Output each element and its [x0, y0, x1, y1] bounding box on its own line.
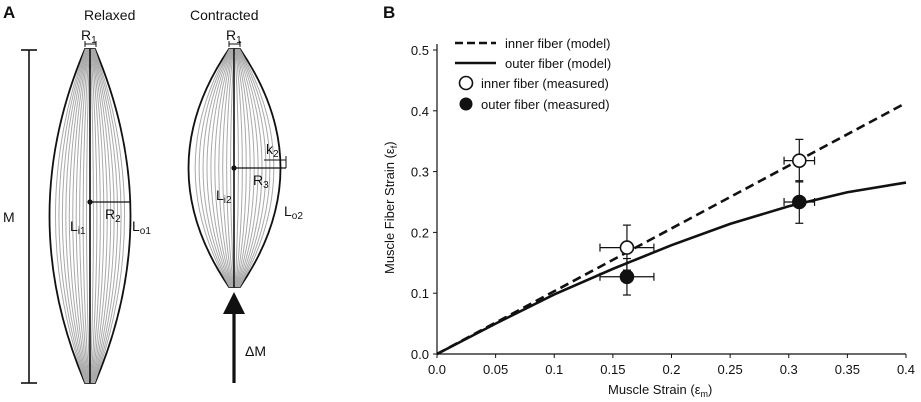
y-ticks: 0.0 0.1 0.2 0.3 0.4 0.5 [411, 43, 437, 362]
delta-m-label: ΔM [245, 343, 266, 359]
muscle-fiber [226, 48, 234, 288]
contracted-lo-label: Lo2 [284, 203, 303, 222]
x-tick-label: 0.35 [835, 362, 860, 377]
muscle-fiber [89, 48, 94, 384]
y-tick-label: 0.1 [411, 286, 429, 301]
muscle-fiber [93, 48, 122, 384]
muscle-fiber [90, 48, 101, 384]
panel-a: A M Relaxed R1 R2 Li1 Lo1 Contracted [3, 3, 303, 384]
panel-b: B 0.0 0.05 0.1 0.15 0.2 0.25 0.3 0.35 0.4 0.0 0.1… [382, 3, 915, 399]
y-tick-label: 0.2 [411, 225, 429, 240]
relaxed-center-dot [87, 199, 93, 205]
muscle-fiber [68, 48, 88, 384]
y-tick-label: 0.5 [411, 43, 429, 58]
muscle-fiber [91, 48, 105, 384]
muscle-fiber [75, 48, 89, 384]
relaxed-title: Relaxed [84, 7, 135, 23]
muscle-fiber [79, 48, 90, 384]
contracted-li-label: Li2 [216, 187, 232, 206]
panel-a-letter: A [3, 3, 15, 22]
muscle-fiber [198, 48, 231, 288]
outer-fiber-measured-point [792, 194, 807, 210]
muscle-fiber [202, 48, 231, 288]
plot-area [436, 101, 907, 356]
x-tick-label: 0.0 [428, 362, 446, 377]
muscle-fiber [210, 48, 232, 288]
relaxed-r1-label: R1 [81, 27, 97, 46]
relaxed-lo-label: Lo1 [132, 218, 151, 237]
legend-inner-model: inner fiber (model) [505, 36, 611, 51]
legend-open-marker [458, 75, 474, 91]
legend-inner-measured: inner fiber (measured) [481, 76, 609, 91]
y-tick-label: 0.0 [411, 347, 429, 362]
muscle-fiber [82, 48, 90, 384]
contracted-r1-label: R1 [226, 27, 242, 46]
contracted-title: Contracted [190, 7, 258, 23]
x-tick-label: 0.2 [662, 362, 680, 377]
contracted-muscle [187, 41, 287, 383]
muscle-fiber [86, 48, 91, 384]
inner-fiber-model-line [436, 101, 907, 356]
inner-fiber-measured-point [619, 240, 635, 255]
muscle-fiber [222, 48, 234, 288]
delta-m-arrow-head [223, 292, 245, 314]
legend-outer-measured: outer fiber (measured) [481, 97, 610, 112]
legend-outer-model: outer fiber (model) [505, 56, 611, 71]
contracted-k2-label: k2 [266, 141, 279, 160]
muscle-fiber [218, 48, 233, 288]
y-tick-label: 0.4 [411, 104, 429, 119]
y-tick-label: 0.3 [411, 165, 429, 180]
muscle-fiber [55, 48, 86, 384]
x-ticks: 0.0 0.05 0.1 0.15 0.2 0.25 0.3 0.35 0.4 [428, 354, 915, 377]
legend-filled-marker [459, 97, 473, 111]
muscle-fiber [206, 48, 232, 288]
relaxed-muscle [48, 41, 132, 384]
muscle-fiber [94, 48, 125, 384]
muscle-fiber [194, 48, 230, 288]
m-label: M [3, 209, 15, 225]
inner-fiber-measured-point [792, 153, 807, 168]
m-length-bar [21, 49, 37, 384]
chart-axes: 0.0 0.05 0.1 0.15 0.2 0.25 0.3 0.35 0.4 0.00.10.… [411, 43, 915, 377]
outer-fiber-model-line [436, 181, 907, 356]
muscle-fiber [230, 48, 235, 288]
relaxed-fibers [55, 48, 125, 384]
muscle-fiber [72, 48, 89, 384]
contracted-center-dot [231, 165, 237, 171]
x-tick-label: 0.4 [897, 362, 915, 377]
muscle-fiber [90, 48, 98, 384]
x-tick-label: 0.05 [483, 362, 508, 377]
muscle-fiber [92, 48, 112, 384]
relaxed-r2-label: R2 [105, 206, 121, 225]
y-axis-title: Muscle Fiber Strain (εf) [382, 141, 399, 274]
muscle-fiber [92, 48, 115, 384]
muscle-fiber [91, 48, 108, 384]
panel-b-letter: B [383, 3, 395, 22]
muscle-fiber [93, 48, 119, 384]
contracted-r3-label: R3 [253, 172, 269, 191]
legend: inner fiber (model) outer fiber (model) … [455, 36, 611, 112]
muscle-fiber [65, 48, 88, 384]
relaxed-li-label: Li1 [70, 218, 86, 237]
muscle-fiber [58, 48, 87, 384]
x-axis-title: Muscle Strain (εm) [608, 382, 712, 399]
outer-fiber-measured-point [619, 269, 635, 285]
muscle-fiber [214, 48, 233, 288]
muscle-fiber [61, 48, 87, 384]
x-tick-label: 0.1 [545, 362, 563, 377]
x-tick-label: 0.3 [780, 362, 798, 377]
x-tick-label: 0.15 [600, 362, 625, 377]
x-tick-label: 0.25 [717, 362, 742, 377]
